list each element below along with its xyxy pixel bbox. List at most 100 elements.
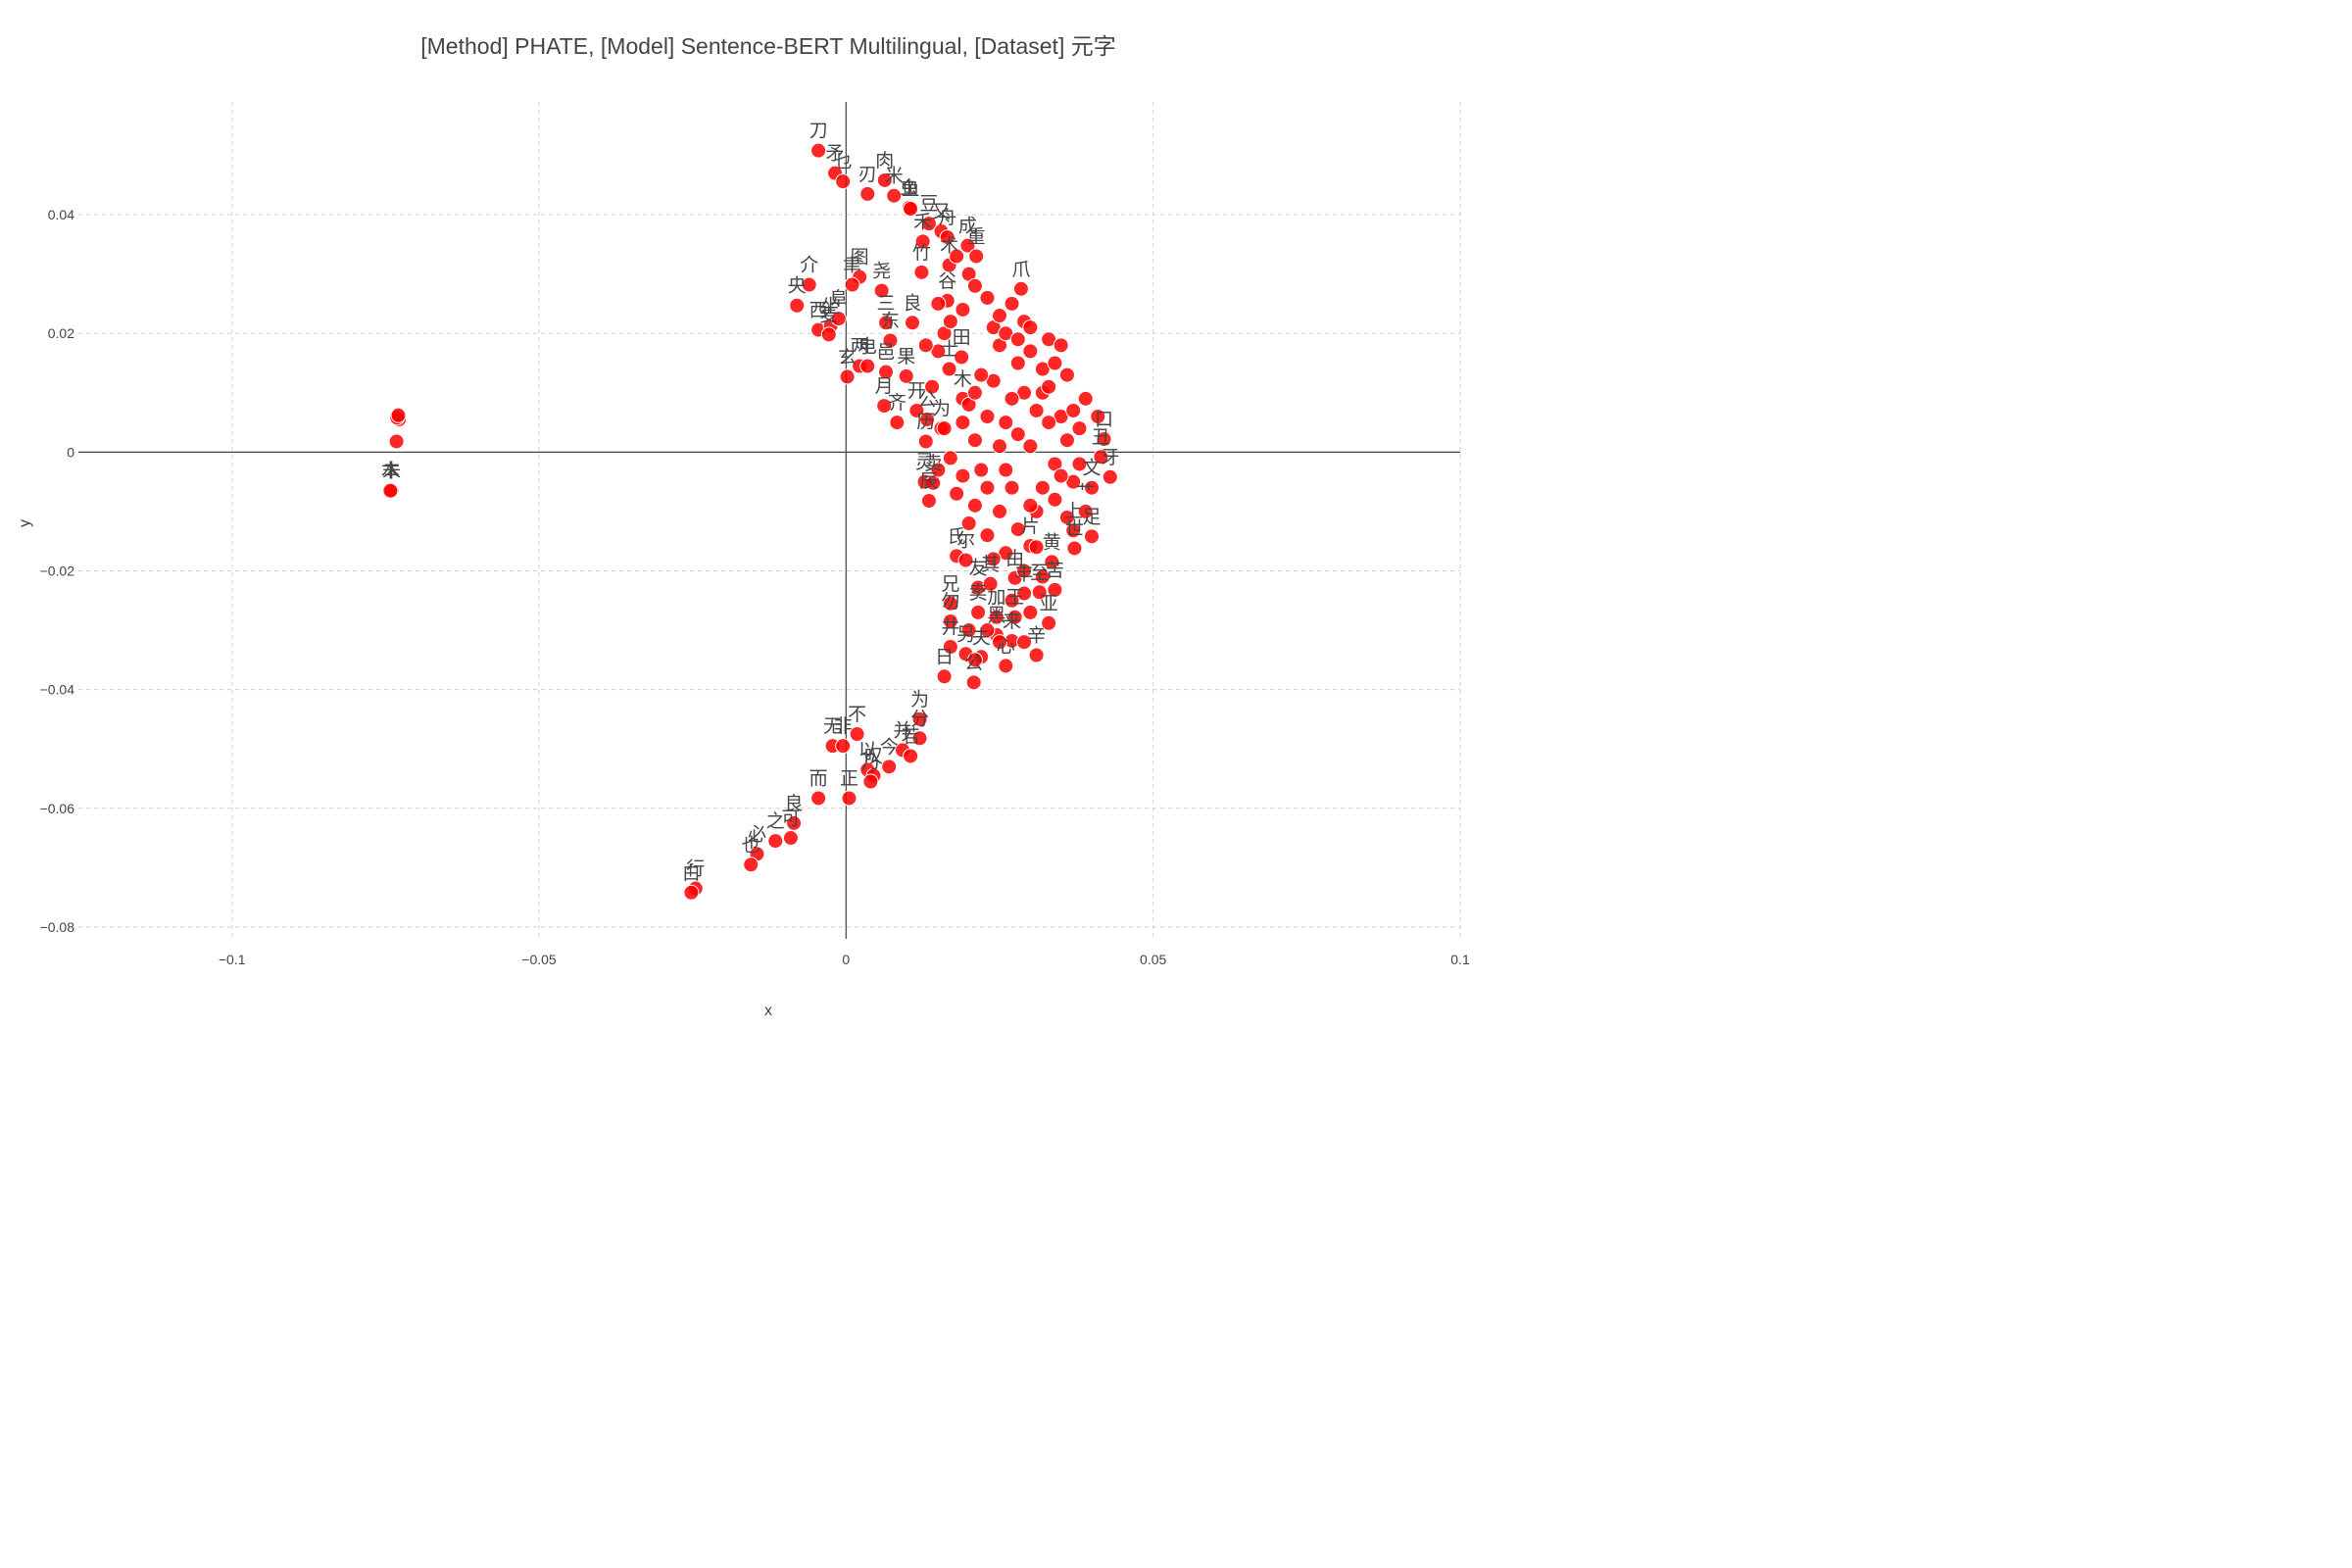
scatter-point (1058, 367, 1075, 383)
scatter-point (998, 462, 1014, 478)
point-label: 未 (382, 461, 401, 482)
scatter-point (979, 479, 996, 496)
scatter-point (1053, 467, 1069, 484)
point-label: 月 (875, 375, 894, 397)
scatter-point (957, 552, 974, 568)
scatter-point (1022, 319, 1039, 336)
point-label: 良 (785, 793, 804, 814)
point-label: 聿 (843, 255, 861, 276)
x-tick-label: −0.1 (219, 952, 246, 967)
point-label: 齐 (888, 392, 906, 414)
point-label: 若 (902, 725, 920, 747)
point-label: 至 (1030, 562, 1049, 583)
point-label: 果 (897, 346, 915, 368)
scatter-point (955, 301, 971, 318)
point-label: 公 (964, 652, 983, 673)
scatter-point (979, 527, 996, 544)
scatter-point (1034, 479, 1051, 496)
point-label: 黑 (987, 605, 1005, 626)
point-label: 日 (935, 646, 954, 667)
point-label: 分 (910, 708, 929, 729)
point-label: 两 (851, 336, 869, 358)
point-label: 介 (800, 255, 818, 276)
scatter-point (966, 652, 983, 668)
point-label: 友 (969, 557, 988, 578)
point-label: 非 (834, 715, 853, 737)
scatter-point (930, 462, 947, 478)
scatter-point (810, 790, 827, 807)
scatter-point (988, 609, 1004, 625)
point-label: 又 (932, 201, 951, 222)
x-tick-label: 0.05 (1140, 952, 1166, 967)
scatter-point (959, 237, 976, 254)
point-label: 豆 (919, 193, 938, 215)
point-label: 今 (880, 736, 899, 758)
scatter-point (820, 326, 837, 343)
point-label: 开 (907, 380, 926, 402)
scatter-point (1016, 563, 1033, 579)
scatter-point (849, 726, 865, 743)
scatter-point (1047, 355, 1063, 371)
scatter-point (1077, 503, 1094, 519)
x-tick-label: −0.05 (521, 952, 557, 967)
point-label: 无 (823, 715, 842, 737)
scatter-point (1034, 568, 1051, 585)
scatter-point (992, 503, 1007, 519)
point-label: 矛 (826, 143, 845, 165)
scatter-point (382, 482, 399, 499)
point-label: 并 (893, 719, 911, 741)
scatter-point (917, 337, 934, 354)
point-label: 谷 (938, 270, 956, 292)
point-label: 阜 (829, 288, 848, 310)
scatter-point (973, 462, 990, 478)
scatter-point (388, 433, 405, 450)
scatter-point (1016, 585, 1033, 602)
point-label: 爪 (1011, 259, 1030, 280)
point-label: 叹 (864, 745, 883, 766)
point-label: 之 (766, 810, 785, 832)
point-label: 心 (997, 635, 1015, 657)
point-label: 乃 (861, 751, 880, 772)
scatter-point (942, 450, 958, 466)
point-label: 刃 (858, 164, 877, 185)
scatter-point (878, 364, 895, 380)
scatter-point (913, 264, 930, 280)
scatter-point (1028, 647, 1045, 663)
scatter-point (998, 415, 1014, 431)
point-label: 勿 (941, 591, 959, 612)
scatter-point (1084, 528, 1100, 545)
scatter-point (862, 773, 879, 790)
scatter-point (1044, 554, 1060, 570)
point-label: 电 (858, 336, 877, 358)
scatter-point (949, 485, 965, 502)
point-label: 尔 (956, 530, 975, 552)
scatter-point (903, 748, 919, 764)
scatter-point (911, 730, 928, 747)
scatter-point (782, 830, 799, 847)
scatter-point (810, 142, 827, 159)
scatter-point (949, 248, 965, 265)
point-label: 来 (1003, 611, 1021, 632)
scatter-point (973, 367, 990, 383)
point-label: 必 (748, 823, 766, 845)
point-label: 王 (1005, 587, 1024, 609)
point-label: 肉 (875, 150, 894, 172)
scatter-point (966, 277, 983, 294)
y-tick-label: −0.04 (40, 682, 75, 698)
point-labels: 刀矛乜刃肉米虫鱼豆禾 又舟竹 术成重爪谷良介央西坐阜麦图聿 尧三东两电玄邑果月齐开公历… (381, 121, 1119, 884)
scatter-point (1004, 390, 1020, 407)
point-label: 文 (1082, 458, 1101, 479)
scatter-point (998, 658, 1014, 674)
scatter-point (881, 759, 898, 775)
scatter-point (968, 248, 985, 265)
scatter-point (924, 378, 941, 395)
point-label: 灵 (915, 452, 934, 473)
point-label: 东 (881, 310, 900, 331)
point-label: 辰 (919, 470, 938, 492)
point-label: 为 (910, 689, 929, 710)
point-label: 玄 (838, 346, 857, 368)
point-label: 丰 (1015, 563, 1034, 584)
scatter-point (839, 368, 856, 385)
point-label: 邑 (877, 342, 896, 364)
scatter-point (767, 833, 784, 850)
